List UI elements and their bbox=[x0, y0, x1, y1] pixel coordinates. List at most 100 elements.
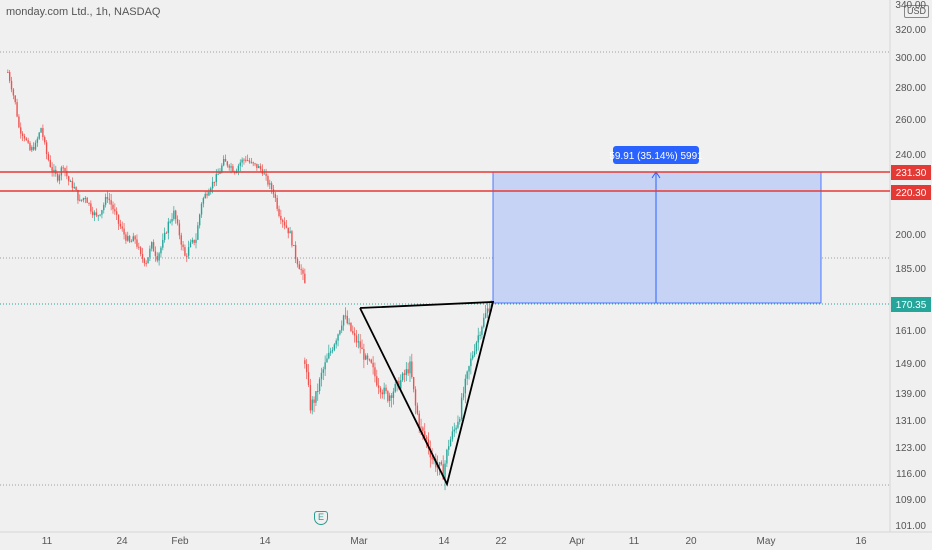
candle-body bbox=[363, 349, 365, 360]
time-axis[interactable]: 11 24 Feb 14 Mar 14 22 Apr 11 20 May 16 bbox=[42, 536, 867, 547]
price-tick: 161.00 bbox=[895, 326, 926, 337]
candle-body bbox=[163, 232, 166, 240]
triangle-drawing[interactable] bbox=[359, 301, 495, 487]
candle-body bbox=[473, 351, 476, 356]
candle-body bbox=[20, 127, 22, 134]
candle-body bbox=[36, 138, 39, 143]
candle-body bbox=[56, 173, 59, 181]
candle-body bbox=[211, 181, 214, 189]
candle-body bbox=[219, 171, 221, 174]
candle-body bbox=[106, 197, 109, 199]
candle-body bbox=[317, 391, 319, 393]
candle-body bbox=[217, 173, 219, 175]
current-price-tag-bg bbox=[891, 297, 931, 312]
candle-body bbox=[79, 199, 81, 201]
price-tick: 300.00 bbox=[895, 53, 926, 64]
candle-body bbox=[267, 175, 269, 185]
candle-body bbox=[366, 355, 369, 360]
candle-body bbox=[32, 147, 35, 150]
candle-body bbox=[462, 393, 465, 398]
candle-body bbox=[243, 159, 245, 161]
candle-body bbox=[178, 223, 181, 236]
candle-body bbox=[466, 371, 468, 379]
candle-body bbox=[208, 191, 210, 196]
candle-body bbox=[481, 326, 483, 335]
candle-body bbox=[127, 236, 129, 241]
candle-body bbox=[418, 413, 420, 427]
candle-body bbox=[18, 116, 20, 128]
candle-body bbox=[464, 378, 467, 394]
price-tick: 260.00 bbox=[895, 115, 926, 126]
candle-body bbox=[136, 239, 138, 247]
candle-body bbox=[82, 198, 85, 201]
candle-body bbox=[313, 399, 315, 403]
candle-body bbox=[440, 462, 443, 465]
price-tick: 200.00 bbox=[895, 230, 926, 241]
candle-body bbox=[197, 225, 199, 240]
time-tick: 22 bbox=[495, 536, 507, 547]
candle-body bbox=[488, 308, 491, 312]
candle-body bbox=[331, 349, 334, 352]
candle-body bbox=[143, 258, 146, 264]
time-tick: 14 bbox=[259, 536, 271, 547]
price-tick: 139.00 bbox=[895, 389, 926, 400]
candle-body bbox=[232, 166, 234, 172]
candle-body bbox=[455, 427, 457, 430]
candle-body bbox=[230, 166, 232, 168]
candle-body bbox=[45, 142, 48, 155]
candle-body bbox=[49, 159, 51, 167]
candle-body bbox=[365, 355, 367, 360]
candle-body bbox=[381, 392, 384, 395]
level-tag-2-bg bbox=[891, 185, 931, 200]
measure-box[interactable] bbox=[492, 171, 822, 304]
candle-body bbox=[333, 344, 336, 350]
price-axis[interactable]: 340.00 320.00 300.00 280.00 260.00 240.0… bbox=[895, 0, 926, 532]
candle-body bbox=[274, 194, 277, 199]
candle-body bbox=[132, 236, 134, 242]
candle-body bbox=[449, 439, 452, 447]
candle-body bbox=[71, 180, 74, 188]
candle-body bbox=[479, 334, 481, 336]
candle-body bbox=[141, 253, 144, 259]
candle-body bbox=[51, 166, 53, 173]
candle-body bbox=[40, 128, 42, 133]
candle-body bbox=[385, 387, 387, 392]
candle-body bbox=[405, 369, 407, 375]
candle-body bbox=[80, 199, 83, 201]
earnings-event-icon[interactable]: E bbox=[314, 511, 328, 525]
level-tag-1-bg bbox=[891, 165, 931, 180]
candle-body bbox=[383, 387, 385, 395]
candle-body bbox=[287, 227, 289, 234]
candle-body bbox=[62, 167, 64, 169]
candle-body bbox=[139, 247, 142, 254]
candle-body bbox=[283, 221, 286, 226]
candle-body bbox=[265, 173, 267, 176]
candle-body bbox=[189, 242, 192, 248]
candle-body bbox=[388, 395, 391, 401]
candle-body bbox=[289, 231, 291, 234]
candle-body bbox=[269, 183, 271, 185]
candle-body bbox=[350, 322, 352, 332]
candle-body bbox=[90, 203, 92, 212]
candle-body bbox=[123, 228, 125, 235]
candle-body bbox=[237, 165, 240, 171]
candle-body bbox=[202, 198, 205, 204]
candle-body bbox=[472, 355, 474, 359]
candle-body bbox=[355, 335, 358, 343]
candle-body bbox=[145, 263, 147, 265]
candle-body bbox=[103, 204, 105, 211]
candle-body bbox=[88, 202, 90, 204]
time-tick: Feb bbox=[171, 536, 189, 547]
candle-body bbox=[429, 448, 431, 458]
candle-body bbox=[101, 210, 103, 215]
candle-body bbox=[175, 210, 177, 220]
candle-body bbox=[412, 377, 415, 390]
candle-body bbox=[224, 158, 227, 162]
candle-body bbox=[169, 221, 171, 223]
candle-body bbox=[246, 159, 249, 161]
currency-badge[interactable]: USD bbox=[904, 5, 930, 18]
candle-body bbox=[195, 239, 197, 243]
candle-body bbox=[44, 137, 46, 143]
price-tick: 116.00 bbox=[896, 469, 926, 480]
